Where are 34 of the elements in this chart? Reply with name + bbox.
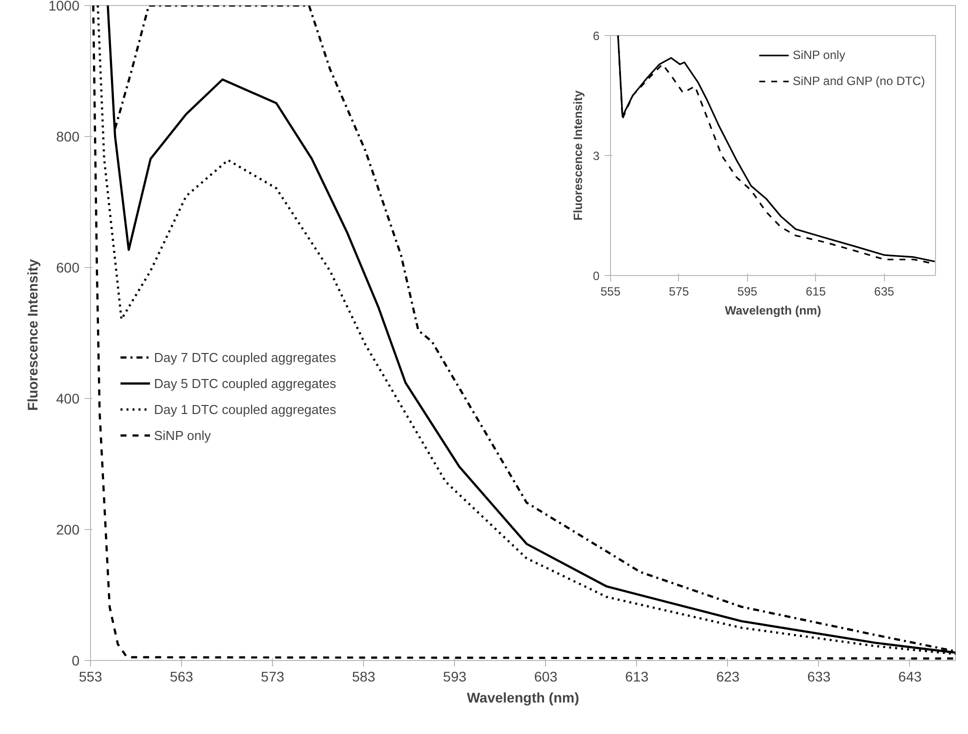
y-tick-label: 200 (56, 522, 80, 538)
x-tick-label: 593 (443, 668, 467, 684)
x-tick-label: 575 (668, 284, 690, 298)
x-tick-label: 643 (898, 668, 922, 684)
x-tick-label: 555 (600, 284, 621, 298)
y-tick-label: 0 (72, 652, 80, 668)
y-tick-label: 800 (56, 128, 80, 144)
x-tick-label: 633 (807, 668, 831, 684)
x-tick-label: 623 (716, 668, 740, 684)
x-tick-label: 553 (78, 668, 102, 684)
x-tick-label: 603 (534, 668, 558, 684)
x-tick-label: 563 (170, 668, 194, 684)
x-axis-title: Wavelength (nm) (466, 690, 580, 706)
y-axis-title: Fluorescence Intensity (24, 258, 40, 411)
x-tick-label: 583 (352, 668, 376, 684)
y-tick-label: 600 (56, 260, 80, 276)
legend-label: SiNP only (792, 48, 846, 62)
x-tick-label: 573 (260, 668, 284, 684)
y-axis-title: Fluorescence Intensity (570, 90, 585, 221)
y-tick-label: 6 (592, 29, 600, 43)
y-tick-label: 400 (56, 390, 80, 406)
y-tick-label: 3 (592, 149, 600, 163)
legend-label: SiNP only (154, 428, 211, 442)
legend-label: SiNP and GNP (no DTC) (792, 74, 925, 88)
y-tick-label: 0 (592, 269, 600, 283)
x-axis-title: Wavelength (nm) (724, 304, 822, 318)
x-tick-label: 595 (737, 284, 758, 298)
x-tick-label: 615 (806, 284, 826, 298)
y-tick-label: 1000 (48, 0, 80, 14)
legend-label: Day 1 DTC coupled aggregates (154, 402, 336, 416)
x-tick-label: 613 (625, 668, 649, 684)
legend-label: Day 7 DTC coupled aggregates (154, 350, 336, 364)
legend-label: Day 5 DTC coupled aggregates (154, 376, 336, 390)
x-tick-label: 635 (874, 284, 895, 298)
